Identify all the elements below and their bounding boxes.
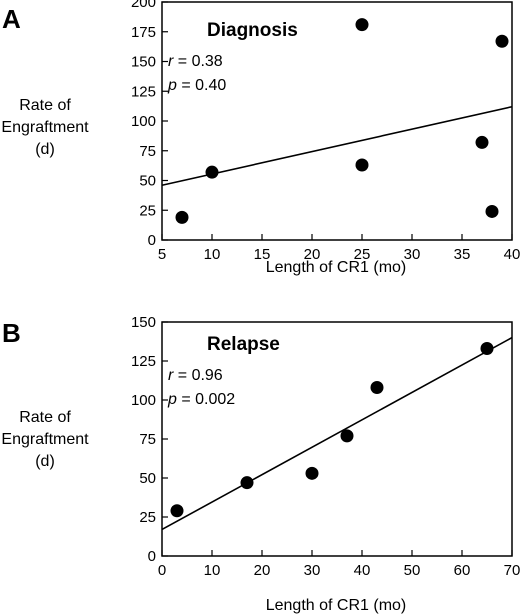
y-tick-label: 0 bbox=[148, 232, 156, 249]
data-point bbox=[480, 342, 494, 356]
y-axis-label-line-2: Engraftment bbox=[1, 431, 89, 448]
data-point bbox=[175, 210, 189, 224]
correlation-r: r = 0.96 bbox=[168, 367, 223, 384]
x-tick-label: 70 bbox=[504, 562, 520, 579]
y-axis-label-line-3: (d) bbox=[35, 141, 55, 158]
data-point bbox=[370, 381, 384, 395]
correlation-p: p = 0.002 bbox=[167, 391, 235, 408]
y-tick-label: 75 bbox=[139, 143, 156, 160]
x-tick-label: 35 bbox=[454, 246, 471, 263]
data-point bbox=[485, 204, 499, 218]
x-tick-label: 30 bbox=[304, 562, 321, 579]
x-tick-label: 10 bbox=[204, 562, 221, 579]
chart-title: Relapse bbox=[207, 334, 280, 355]
correlation-p: p = 0.40 bbox=[167, 77, 226, 94]
x-axis-label: Length of CR1 (mo) bbox=[266, 597, 407, 614]
y-tick-label: 150 bbox=[131, 54, 156, 71]
data-point bbox=[205, 165, 219, 179]
x-tick-label: 0 bbox=[158, 562, 166, 579]
y-tick-label: 50 bbox=[139, 470, 156, 487]
y-tick-label: 175 bbox=[131, 24, 156, 41]
data-point bbox=[475, 135, 489, 149]
x-tick-label: 20 bbox=[254, 562, 271, 579]
x-tick-label: 10 bbox=[204, 246, 221, 263]
regression-line bbox=[161, 336, 513, 531]
y-axis-label-line-1: Rate of bbox=[19, 97, 71, 114]
data-point bbox=[355, 158, 369, 172]
x-tick-label: 15 bbox=[254, 246, 271, 263]
y-tick-label: 100 bbox=[131, 113, 156, 130]
y-tick-label: 125 bbox=[131, 353, 156, 370]
data-point bbox=[355, 18, 369, 32]
x-tick-label: 40 bbox=[504, 246, 520, 263]
x-tick-label: 25 bbox=[354, 246, 371, 263]
y-tick-label: 25 bbox=[139, 202, 156, 219]
x-tick-label: 40 bbox=[354, 562, 371, 579]
y-tick-label: 25 bbox=[139, 509, 156, 526]
data-point bbox=[170, 504, 184, 518]
regression-line bbox=[161, 105, 513, 187]
x-tick-label: 20 bbox=[304, 246, 321, 263]
x-tick-label: 50 bbox=[404, 562, 421, 579]
data-point bbox=[240, 476, 254, 490]
y-axis-label-line-2: Engraftment bbox=[1, 119, 89, 136]
y-tick-label: 200 bbox=[131, 0, 156, 11]
y-tick-label: 125 bbox=[131, 83, 156, 100]
panel-b: B Rate of Engraftment (d) Relapse r = 0.… bbox=[1, 314, 520, 614]
correlation-r: r = 0.38 bbox=[168, 53, 223, 70]
x-tick-label: 60 bbox=[454, 562, 471, 579]
y-axis-label-line-1: Rate of bbox=[19, 409, 71, 426]
data-point bbox=[495, 34, 509, 48]
data-point bbox=[305, 466, 319, 480]
panel-letter: A bbox=[2, 4, 21, 34]
plot-frame bbox=[161, 321, 513, 557]
y-tick-label: 150 bbox=[131, 314, 156, 331]
y-tick-label: 75 bbox=[139, 431, 156, 448]
data-point bbox=[340, 429, 354, 443]
x-tick-label: 30 bbox=[404, 246, 421, 263]
x-axis-label: Length of CR1 (mo) bbox=[266, 259, 407, 276]
panel-a: A Rate of Engraftment (d) Diagnosis r = … bbox=[1, 0, 520, 276]
panel-letter: B bbox=[2, 318, 21, 348]
x-tick-label: 5 bbox=[158, 246, 166, 263]
chart-title: Diagnosis bbox=[207, 20, 298, 41]
y-tick-label: 50 bbox=[139, 173, 156, 190]
y-tick-label: 100 bbox=[131, 392, 156, 409]
y-axis-label-line-3: (d) bbox=[35, 453, 55, 470]
y-tick-label: 0 bbox=[148, 548, 156, 565]
